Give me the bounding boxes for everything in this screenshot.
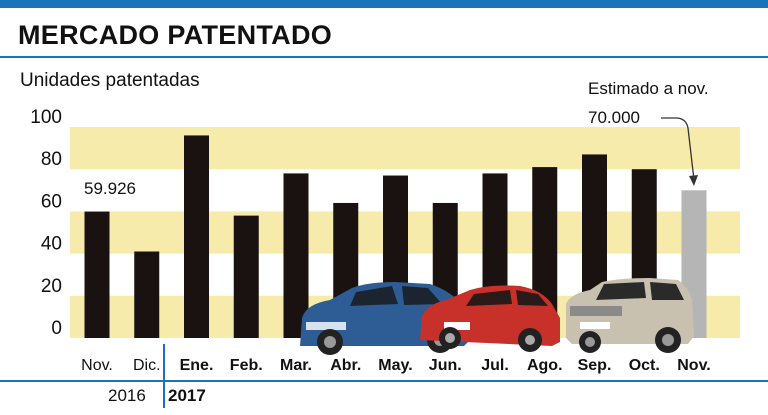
x-tick-label: Dic. bbox=[133, 357, 161, 374]
bar bbox=[84, 211, 110, 338]
bottom-divider bbox=[0, 380, 768, 382]
estimate-arrow-head bbox=[689, 175, 698, 186]
x-tick-label: Sep. bbox=[578, 357, 612, 374]
estimate-value-label: 70.000 bbox=[588, 108, 640, 127]
x-tick-label: Abr. bbox=[330, 357, 361, 374]
y-tick-label: 20 bbox=[41, 276, 62, 297]
chart-band bbox=[70, 127, 740, 170]
x-tick-label: Ago. bbox=[527, 357, 563, 374]
x-axis-labels: Nov. Dic. Ene. Feb. Mar. Abr. May. Jun. Jul. Ago.… bbox=[81, 357, 711, 374]
car-silver-icon bbox=[566, 278, 694, 353]
y-tick-label: 60 bbox=[41, 191, 62, 212]
x-tick-label: Mar. bbox=[280, 357, 312, 374]
x-tick-label: Nov. bbox=[677, 357, 710, 374]
x-tick-label: Jul. bbox=[481, 357, 509, 374]
y-axis-label: Unidades patentadas bbox=[20, 70, 200, 91]
x-tick-label: Jun. bbox=[429, 357, 462, 374]
y-tick-label: 100 bbox=[30, 107, 62, 128]
bar bbox=[184, 135, 209, 338]
chart-annotations: 59.926 Estimado a nov. 70.000 bbox=[84, 79, 709, 198]
estimate-arrow-line bbox=[661, 117, 695, 181]
estimate-title-label: Estimado a nov. bbox=[588, 79, 709, 98]
y-tick-label: 80 bbox=[41, 149, 62, 170]
x-tick-label: Feb. bbox=[230, 357, 263, 374]
page-title: MERCADO PATENTADO bbox=[18, 20, 333, 50]
first-value-label: 59.926 bbox=[84, 179, 136, 198]
bar bbox=[233, 215, 259, 338]
title-divider bbox=[0, 56, 768, 58]
car-illustrations bbox=[300, 278, 694, 355]
x-tick-label: Ene. bbox=[180, 357, 214, 374]
top-accent-bar bbox=[0, 0, 768, 8]
bar bbox=[283, 173, 309, 338]
x-tick-label: Nov. bbox=[81, 357, 113, 374]
bar bbox=[134, 251, 160, 338]
y-tick-label: 0 bbox=[51, 318, 62, 339]
car-red-icon bbox=[420, 285, 560, 352]
y-axis-ticks: 100 80 60 40 20 0 bbox=[30, 107, 62, 339]
x-tick-label: May. bbox=[378, 357, 412, 374]
x-tick-label: Oct. bbox=[629, 357, 660, 374]
year-label-2016: 2016 bbox=[108, 386, 146, 405]
year-separator bbox=[163, 344, 165, 408]
year-label-2017: 2017 bbox=[168, 386, 206, 405]
y-tick-label: 40 bbox=[41, 234, 62, 255]
chart-bars bbox=[84, 135, 707, 338]
